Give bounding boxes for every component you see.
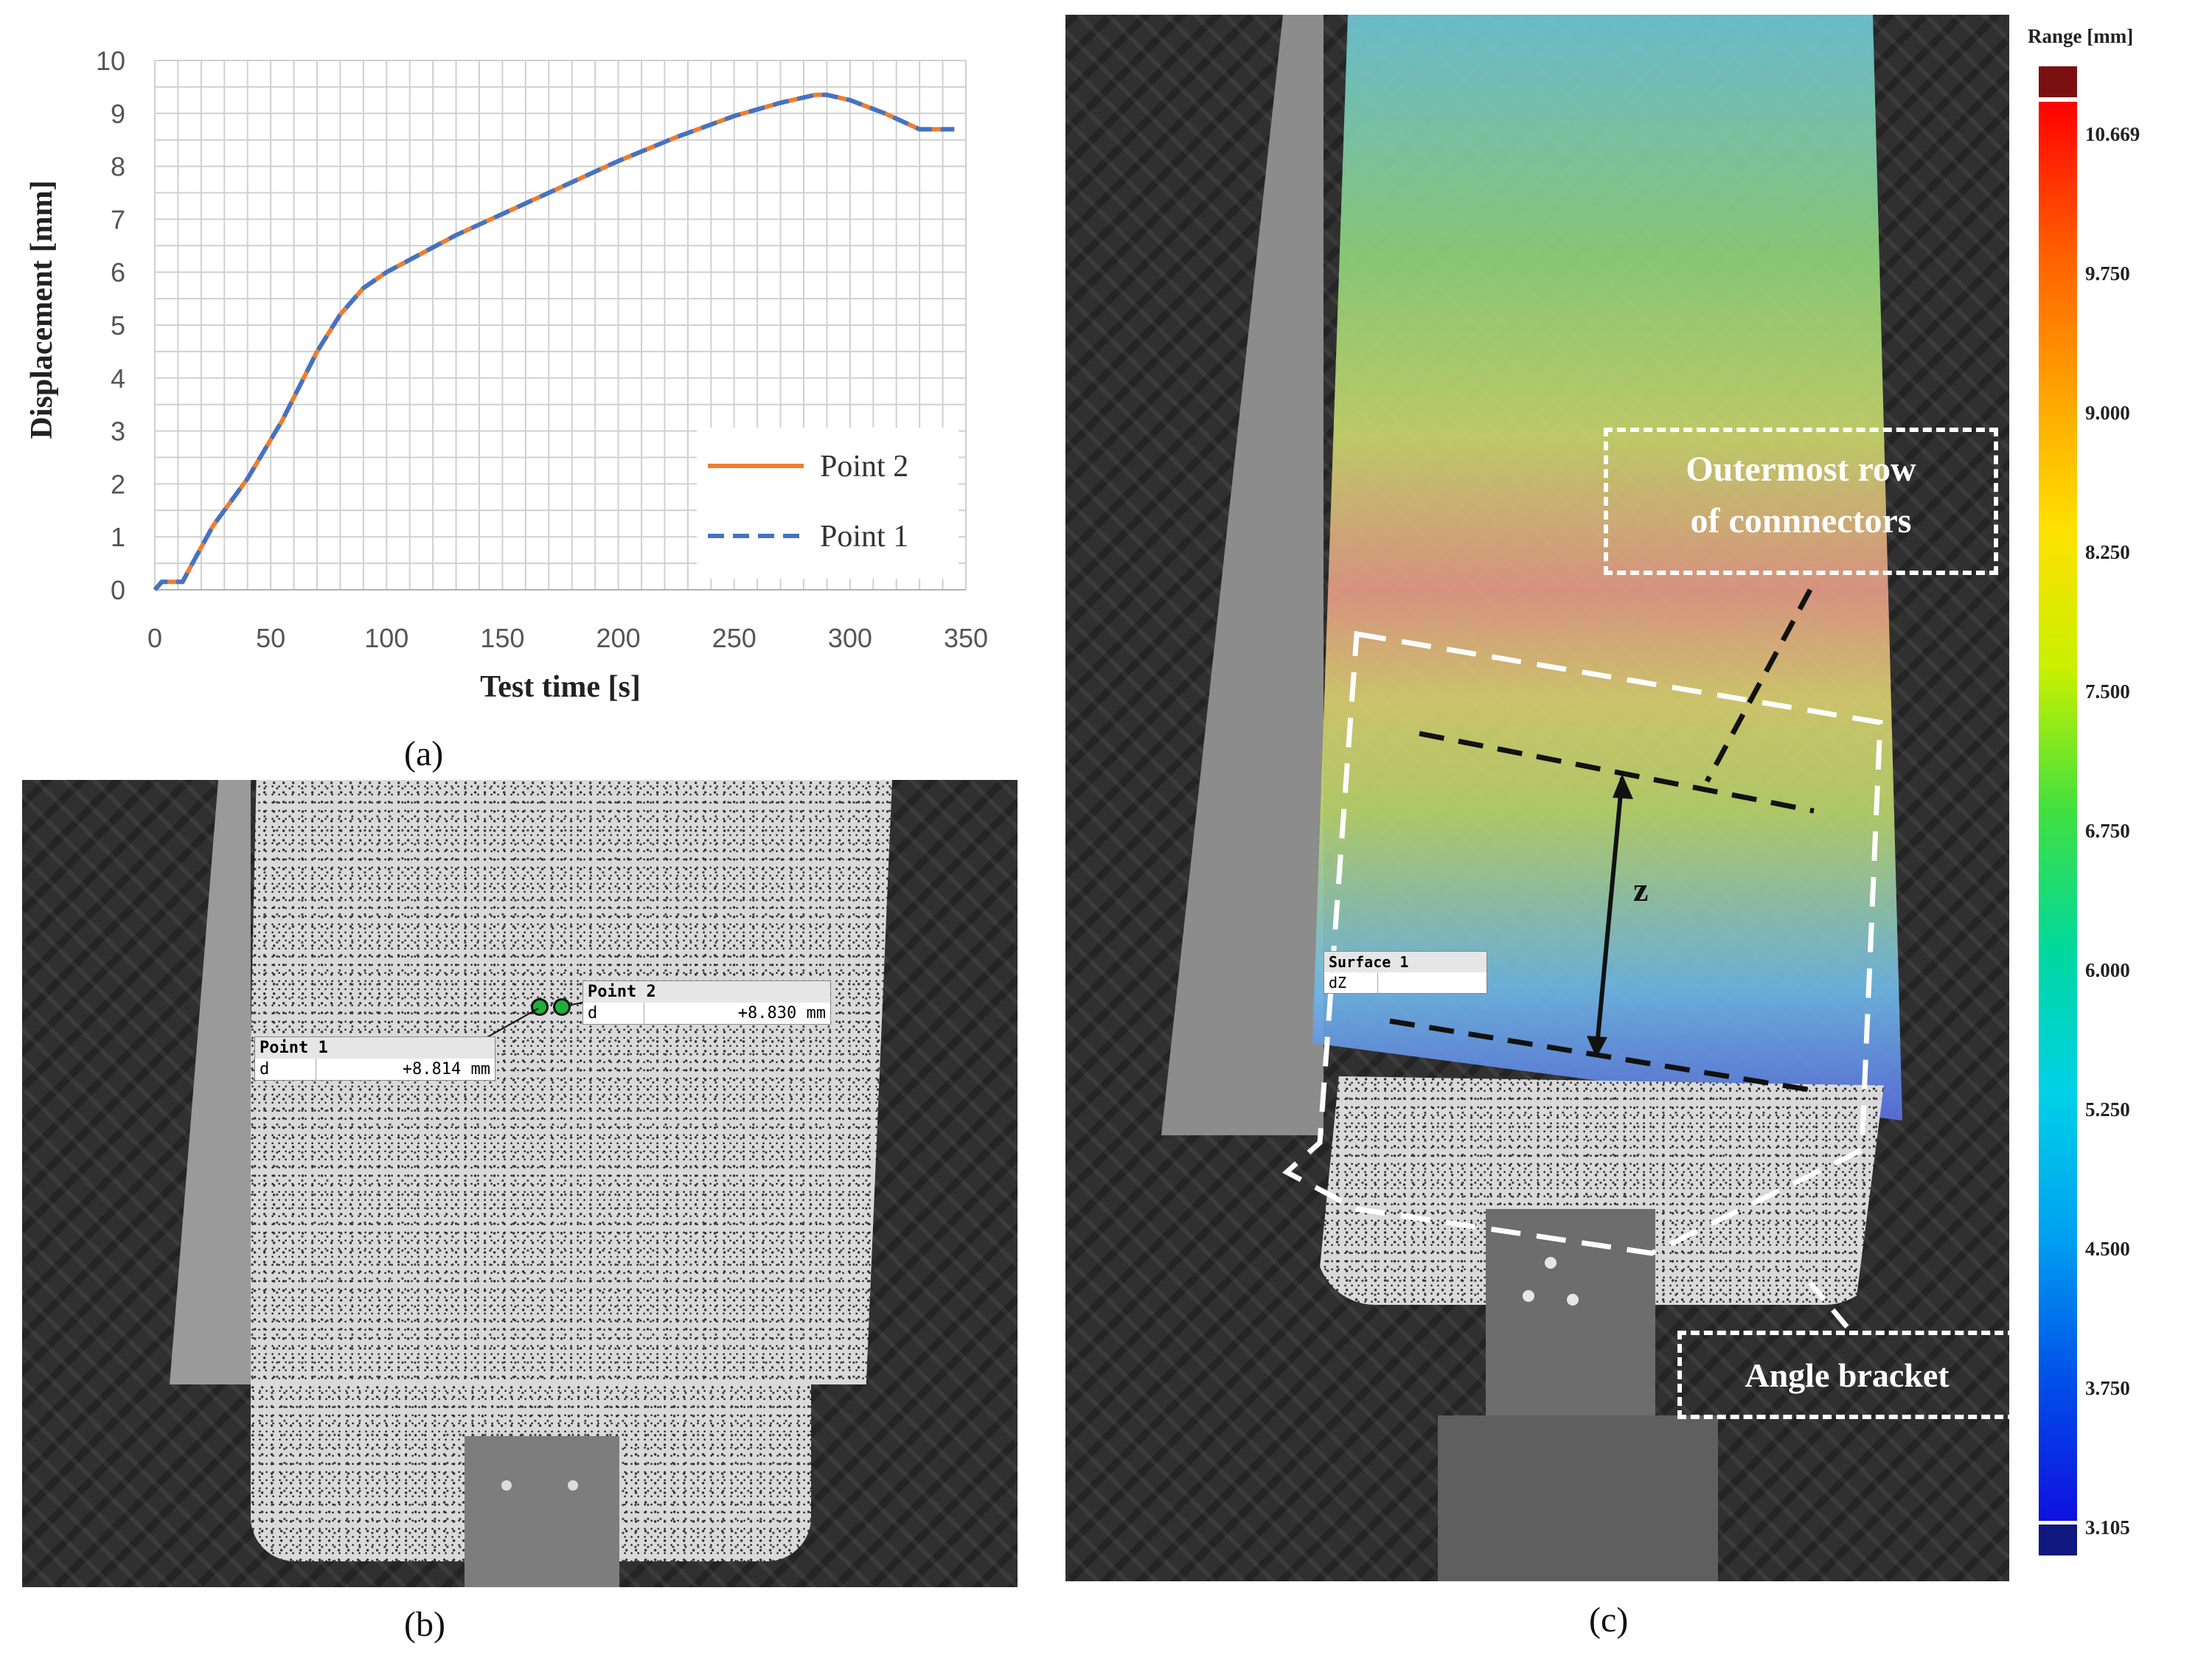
caption-a: (a): [404, 734, 444, 773]
caption-b: (b): [404, 1605, 445, 1644]
y-tick-label: 2: [111, 469, 125, 499]
colorbar-tick-label: 3.105: [2085, 1516, 2130, 1539]
z-dimension-arrow: [1594, 777, 1624, 1055]
y-tick-label: 7: [111, 204, 125, 234]
point-2-marker: [553, 998, 571, 1016]
colorbar-tick-label: 8.250: [2085, 541, 2130, 563]
x-tick-label: 300: [828, 623, 872, 653]
panel-a: 0 50 100 150 200 250 300 350 0 1 2 3 4 5 6 7 8 9 10 Test t…: [0, 0, 1032, 781]
bottom-edge-line: [1389, 1018, 1818, 1094]
y-tick-label: 6: [111, 257, 125, 288]
point-2-field: d: [583, 1003, 644, 1024]
marker-leaders: [479, 1000, 591, 1042]
outer-callout-leader: [1704, 588, 1813, 783]
outermost-row-line1: Outermost row: [1686, 450, 1916, 489]
point-1-field: d: [255, 1059, 316, 1080]
colorbar-tick-label: 6.000: [2085, 959, 2130, 981]
chart-legend: Point 2 Point 1: [697, 428, 959, 579]
point-1-tag: Point 1 d +8.814 mm: [254, 1036, 495, 1081]
panel-b: Point 1 d +8.814 mm Point 2 d +8.830 mm (b…: [22, 780, 1018, 1655]
x-tick-label: 350: [944, 623, 988, 653]
x-tick-label: 250: [712, 623, 757, 653]
outermost-row-callout: Outermost row of connnectors: [1604, 428, 1998, 575]
specimen-plate: [243, 780, 892, 1384]
point-2-name: Point 2: [583, 981, 830, 1003]
x-axis-label: Test time [s]: [480, 670, 641, 704]
displacement-chart: 0 50 100 150 200 250 300 350 0 1 2 3 4 5 6 7 8 9 10 Test t…: [25, 46, 988, 704]
surface-1-name: Surface 1: [1324, 952, 1486, 972]
colorbar-tick-label: 9.750: [2085, 262, 2130, 285]
y-tick-label: 10: [96, 46, 125, 76]
colorbar-tick-label: 7.500: [2085, 680, 2130, 703]
point-1-marker: [531, 998, 549, 1016]
point-1-value: +8.814 mm: [402, 1060, 490, 1079]
angle-bracket-callout: Angle bracket: [1677, 1331, 2017, 1419]
point-1-name: Point 1: [255, 1037, 495, 1059]
y-tick-label: 4: [111, 363, 125, 394]
legend-label: Point 1: [820, 520, 908, 554]
y-tick-label: 3: [111, 417, 125, 447]
x-tick-label: 200: [597, 623, 641, 653]
legend-label: Point 2: [820, 450, 908, 484]
x-tick-label: 0: [147, 623, 162, 653]
z-label: z: [1633, 871, 1649, 908]
colorbar-tick-label: 9.000: [2085, 402, 2130, 424]
y-tick-label: 5: [111, 310, 125, 341]
chart-series: [153, 92, 955, 591]
connector-row-line: [1419, 731, 1815, 814]
point-2-tag: Point 2 d +8.830 mm: [582, 980, 831, 1025]
outermost-row-region: [1281, 630, 1883, 1256]
specimen-photo-b: Point 1 d +8.814 mm Point 2 d +8.830 mm: [22, 780, 1018, 1587]
surface-1-tag: Surface 1 dZ: [1324, 951, 1487, 994]
point-2-value: +8.830 mm: [737, 1004, 826, 1022]
panel-c-annotations: [1281, 588, 1883, 1329]
colorbar-gradient: [2039, 102, 2077, 1521]
specimen-photo-c: z Surface 1 dZ Outermost row of connnect…: [1065, 15, 2208, 1581]
y-tick-label: 9: [111, 99, 125, 129]
caption-c: (c): [1589, 1600, 1629, 1640]
x-tick-label: 150: [480, 623, 524, 653]
outermost-row-line2: of connnectors: [1690, 501, 1912, 540]
y-axis-label: Displacement [mm]: [25, 180, 59, 439]
x-tick-label: 100: [364, 623, 408, 653]
panel-c: z Surface 1 dZ Outermost row of connnect…: [1065, 15, 2212, 1655]
y-tick-label: 8: [111, 152, 125, 182]
colorbar-tick-label: 3.750: [2085, 1377, 2130, 1399]
colorbar-bottom-cap: [2039, 1525, 2077, 1555]
colorbar-title: Range [mm]: [2028, 25, 2134, 47]
colorbar-tick-label: 5.250: [2085, 1098, 2130, 1121]
colorbar-tick-label: 6.750: [2085, 820, 2130, 842]
surface-1-field: dZ: [1324, 972, 1378, 993]
colorbar-top-cap: [2039, 66, 2077, 97]
legend-box: [697, 428, 959, 579]
x-tick-label: 50: [256, 623, 285, 653]
angle-bracket-label: Angle bracket: [1745, 1356, 1950, 1394]
colorbar-tick-label: 10.669: [2085, 123, 2140, 145]
y-tick-label: 0: [111, 575, 125, 605]
colorbar-tick-label: 4.500: [2085, 1238, 2130, 1260]
bracket-callout-leader: [1808, 1281, 1849, 1329]
y-tick-label: 1: [111, 522, 125, 552]
chart-axes: 0 50 100 150 200 250 300 350 0 1 2 3 4 5 6 7 8 9 10: [96, 46, 988, 653]
series-line-point-1: [153, 92, 955, 591]
